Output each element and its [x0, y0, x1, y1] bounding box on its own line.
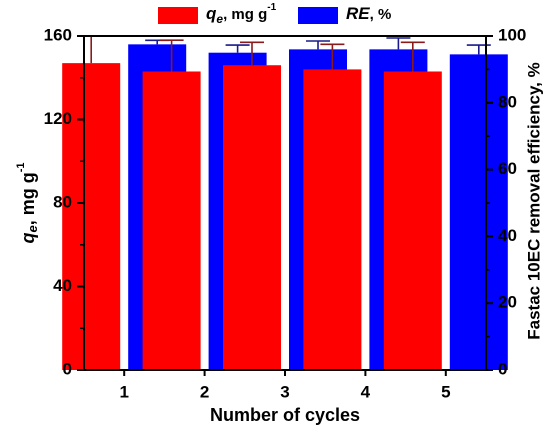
x-tick-label: 4 [361, 382, 371, 401]
right-y-tick-label: 0 [498, 359, 507, 378]
right-y-tick-label: 60 [498, 159, 517, 178]
x-tick-label: 1 [119, 382, 128, 401]
bar-re-cycle-5 [449, 54, 508, 371]
x-tick-label: 5 [441, 382, 450, 401]
right-y-tick-label: 100 [498, 25, 526, 44]
bar-qe-cycle-1 [62, 63, 121, 370]
axes [77, 35, 493, 376]
legend-re-label: RE, % [346, 4, 391, 23]
left-y-tick-label: 160 [44, 25, 72, 44]
axis-labels: 0 40 80 120 160 0 20 40 60 80 100 1 2 3 4 5 Number of cy… [15, 25, 544, 424]
left-y-tick-label: 80 [53, 192, 72, 211]
left-y-tick-label: 120 [44, 109, 72, 128]
right-y-tick-label: 40 [498, 226, 517, 245]
right-y-axis-title: Fastac 10EC removal efficiency, % [524, 62, 543, 340]
bars [62, 44, 508, 371]
x-tick-label: 3 [280, 382, 289, 401]
legend: qe, mg g-1 RE, % [158, 2, 391, 27]
left-y-tick-label: 0 [63, 359, 72, 378]
left-y-axis-title: qe, mg g-1 [15, 162, 41, 243]
bar-qe-cycle-5 [383, 71, 442, 371]
bar-qe-cycle-2 [142, 71, 201, 371]
right-y-tick-label: 20 [498, 293, 517, 312]
x-tick-label: 2 [200, 382, 209, 401]
legend-qe-swatch [158, 7, 198, 24]
right-y-tick-label: 80 [498, 92, 517, 111]
bar-qe-cycle-3 [223, 65, 281, 370]
x-axis-title: Number of cycles [210, 405, 360, 425]
legend-re-swatch [298, 7, 338, 24]
legend-qe-label: qe, mg g-1 [206, 2, 277, 27]
left-y-tick-label: 40 [53, 276, 72, 295]
bar-qe-cycle-4 [303, 69, 362, 371]
